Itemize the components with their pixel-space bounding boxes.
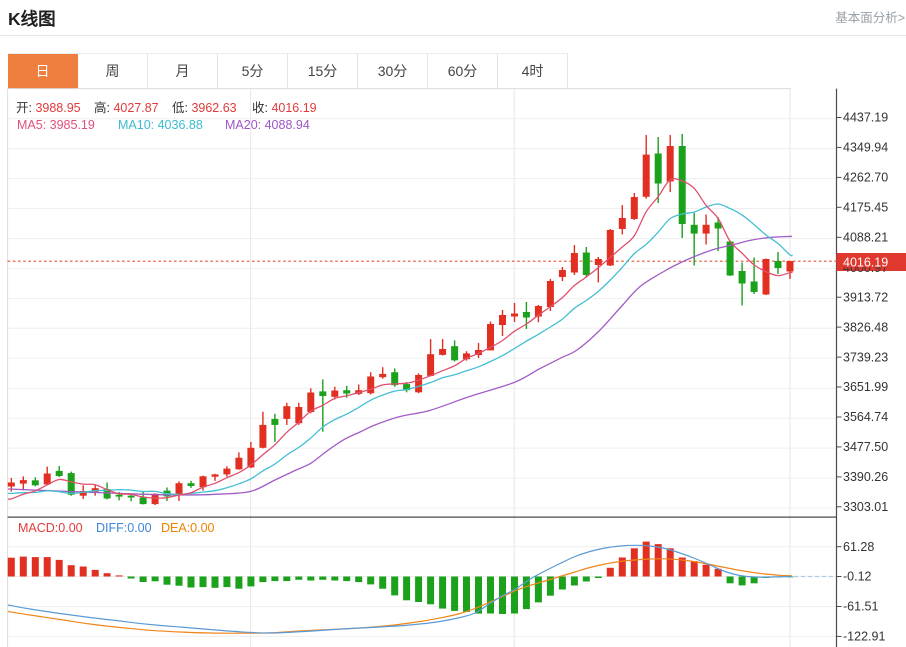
svg-text:4175.45: 4175.45	[843, 201, 888, 215]
svg-text:3564.74: 3564.74	[843, 410, 888, 424]
svg-text:3913.72: 3913.72	[843, 290, 888, 304]
svg-text:4262.70: 4262.70	[843, 171, 888, 185]
svg-text:3390.26: 3390.26	[843, 470, 888, 484]
svg-text:61.28: 61.28	[843, 540, 874, 554]
svg-text:3826.48: 3826.48	[843, 320, 888, 334]
svg-text:3651.99: 3651.99	[843, 380, 888, 394]
svg-text:3303.01: 3303.01	[843, 500, 888, 514]
svg-text:-122.91: -122.91	[843, 630, 885, 644]
svg-text:4016.19: 4016.19	[843, 256, 888, 270]
svg-text:3739.23: 3739.23	[843, 350, 888, 364]
svg-text:4437.19: 4437.19	[843, 111, 888, 125]
svg-text:4349.94: 4349.94	[843, 141, 888, 155]
svg-text:-0.12: -0.12	[843, 570, 872, 584]
svg-text:3477.50: 3477.50	[843, 440, 888, 454]
svg-text:4000.97: 4000.97	[843, 261, 888, 275]
svg-text:4088.21: 4088.21	[843, 231, 888, 245]
svg-text:-61.51: -61.51	[843, 600, 878, 614]
